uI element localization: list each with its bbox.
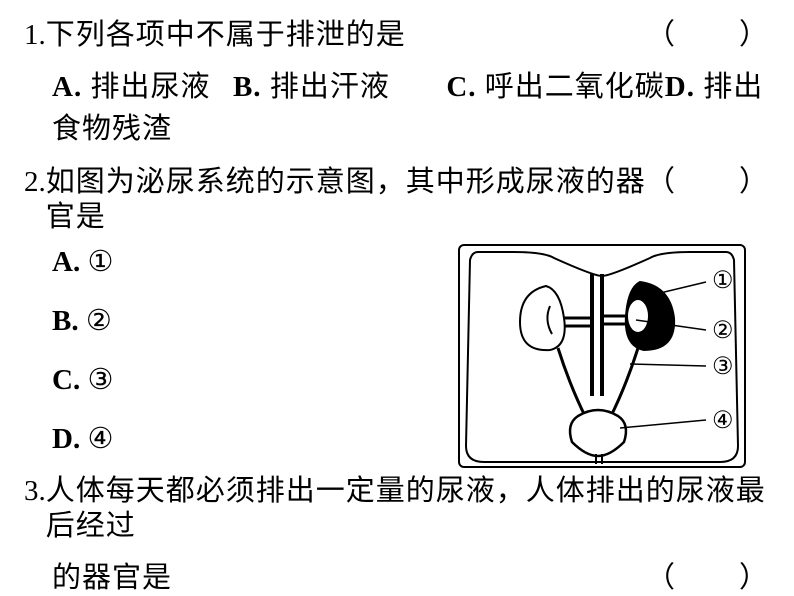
q1-choices: A. 排出尿液 B. 排出汗液 C. 呼出二氧化碳D. 排出食物残渣 <box>52 63 770 147</box>
q1-stem-line: 1. 下列各项中不属于排泄的是 （ ） <box>24 18 770 53</box>
q3-stem1: 人体每天都必须排出一定量的尿液，人体排出的尿液最后经过 <box>46 474 770 544</box>
q2-options-column: A. ① B. ② C. ③ D. ④ <box>52 244 113 466</box>
page: 1. 下列各项中不属于排泄的是 （ ） A. 排出尿液 B. 排出汗液 C. 呼… <box>0 0 794 596</box>
diagram-label-1: ① <box>712 268 734 294</box>
q3-stem-line1: 3. 人体每天都必须排出一定量的尿液，人体排出的尿液最后经过 <box>24 474 770 544</box>
q3-stem-line2: 的器官是 （ ） <box>52 554 770 596</box>
q2-number: 2. <box>24 165 46 200</box>
q2-diagram-wrap: ① ② ③ ④ <box>458 244 746 468</box>
urinary-system-diagram: ① ② ③ ④ <box>458 244 746 468</box>
urinary-system-svg: ① ② ③ ④ <box>460 246 744 466</box>
q1-choice-a-letter: A. <box>52 71 90 103</box>
q1-choice-b-text: 排出汗液 <box>270 71 390 103</box>
q2-opt-c: C. ③ <box>52 362 113 397</box>
q1-choice-d-letter: D. <box>665 71 703 103</box>
q1-choice-c-letter: C. <box>446 71 484 103</box>
q2-opt-d: D. ④ <box>52 421 113 456</box>
q1-paren: （ ） <box>646 18 770 53</box>
q2-opt-b: B. ② <box>52 303 113 338</box>
q2-paren: （ ） <box>646 165 770 200</box>
q1-choice-b-letter: B. <box>233 71 270 103</box>
q2-stem: 如图为泌尿系统的示意图，其中形成尿液的器官是 <box>46 165 646 235</box>
diagram-label-2: ② <box>712 318 734 344</box>
q1-choice-c-text: 呼出二氧化碳 <box>485 71 665 103</box>
q2-opt-a: A. ① <box>52 244 113 279</box>
q2-body: A. ① B. ② C. ③ D. ④ <box>52 244 770 468</box>
q1-choice-a-text: 排出尿液 <box>90 71 210 103</box>
q3-stem2: 的器官是 <box>52 554 646 596</box>
q1-stem: 下列各项中不属于排泄的是 <box>46 18 646 53</box>
q3-number: 3. <box>24 474 46 509</box>
q2-stem-line: 2. 如图为泌尿系统的示意图，其中形成尿液的器官是 （ ） <box>24 165 770 235</box>
q3-paren: （ ） <box>646 554 770 596</box>
diagram-label-4: ④ <box>712 408 734 434</box>
q1-number: 1. <box>24 18 46 53</box>
diagram-label-3: ③ <box>712 354 734 380</box>
